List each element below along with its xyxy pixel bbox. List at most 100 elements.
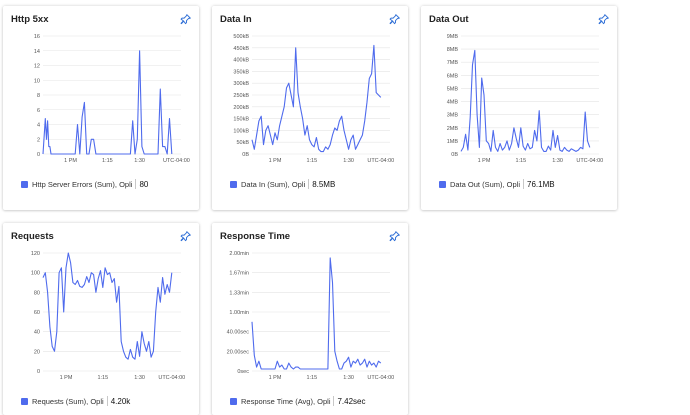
y-tick-label: 1.67min bbox=[229, 271, 249, 277]
tile-title: Response Time bbox=[220, 231, 291, 242]
x-tick-label: UTC-04:00 bbox=[163, 158, 190, 164]
legend-value: 8.5MB bbox=[312, 179, 336, 189]
y-tick-label: 450kB bbox=[233, 46, 249, 52]
y-tick-label: 4 bbox=[37, 123, 40, 129]
pin-icon[interactable] bbox=[180, 14, 191, 25]
y-tick-label: 1.00min bbox=[229, 310, 249, 316]
legend-label: Data Out (Sum), Opli bbox=[450, 179, 521, 189]
tile-title: Data Out bbox=[429, 14, 469, 25]
y-tick-label: 6 bbox=[37, 108, 40, 114]
legend[interactable]: Requests (Sum), Opli 4.20k bbox=[21, 395, 130, 407]
pin-icon[interactable] bbox=[598, 14, 609, 25]
y-tick-label: 100kB bbox=[233, 128, 249, 134]
series-line bbox=[251, 44, 382, 153]
series-swatch bbox=[439, 180, 446, 188]
x-tick-label: 1 PM bbox=[269, 158, 282, 164]
pin-icon[interactable] bbox=[389, 231, 400, 242]
tile-data-out[interactable]: Data Out 9MB 8MB 7MB 6MB 5MB 4MB 3MB 2MB 1MB 0B 1 … bbox=[421, 6, 617, 210]
x-tick-label: 1:30 bbox=[343, 375, 354, 381]
x-tick-label: 1 PM bbox=[64, 158, 77, 164]
legend-divider bbox=[106, 396, 108, 406]
x-tick-label: 1:30 bbox=[134, 158, 145, 164]
y-tick-label: 200kB bbox=[233, 105, 249, 111]
y-tick-label: 14 bbox=[34, 49, 40, 55]
x-tick-label: 1:30 bbox=[552, 158, 563, 164]
tile-data-in[interactable]: Data In 500kB 450kB 400kB 350kB 300kB 250kB 20… bbox=[212, 6, 408, 210]
x-tick-label: UTC-04:00 bbox=[576, 158, 603, 164]
x-tick-label: UTC-04:00 bbox=[158, 375, 185, 381]
legend[interactable]: Data Out (Sum), Opli 76.1MB bbox=[439, 178, 555, 190]
line-chart-response-time[interactable]: 2.00min 1.67min 1.33min 1.00min 40.00sec 20.0… bbox=[212, 243, 408, 383]
x-tick-label: 1 PM bbox=[60, 375, 73, 381]
x-tick-label: 1:30 bbox=[343, 158, 354, 164]
chart-svg: 2.00min 1.67min 1.33min 1.00min 40.00sec 20.0… bbox=[227, 251, 395, 381]
y-tick-label: 8MB bbox=[447, 47, 459, 53]
tile-requests[interactable]: Requests 120 100 80 60 40 20 0 1 PM 1:15 1:30 UTC-… bbox=[3, 223, 199, 415]
legend-value: 7.42sec bbox=[337, 396, 366, 406]
chart-svg: 500kB 450kB 400kB 350kB 300kB 250kB 200kB 150kB… bbox=[233, 34, 394, 164]
x-tick-label: 1:15 bbox=[97, 375, 108, 381]
series-line bbox=[42, 50, 173, 155]
y-tick-label: 20 bbox=[34, 349, 40, 355]
series-swatch bbox=[230, 180, 237, 188]
y-tick-label: 250kB bbox=[233, 93, 249, 99]
y-tick-label: 1MB bbox=[447, 139, 459, 145]
legend-label: Requests (Sum), Opli bbox=[32, 396, 104, 406]
y-tick-label: 8 bbox=[37, 93, 40, 99]
y-tick-label: 40 bbox=[34, 330, 40, 336]
y-tick-label: 0sec bbox=[237, 369, 249, 375]
line-chart-http-5xx[interactable]: 16 14 12 10 8 6 4 2 0 1 PM 1:15 1:30 UTC-04:00 bbox=[3, 26, 199, 166]
legend[interactable]: Data In (Sum), Opli 8.5MB bbox=[230, 178, 335, 190]
legend-value: 4.20k bbox=[110, 396, 131, 406]
legend[interactable]: Http Server Errors (Sum), Opli 80 bbox=[21, 178, 148, 190]
y-tick-label: 400kB bbox=[233, 58, 249, 64]
y-tick-label: 500kB bbox=[233, 34, 249, 40]
chart-svg: 120 100 80 60 40 20 0 1 PM 1:15 1:30 UTC-04:00 bbox=[31, 251, 185, 381]
x-tick-label: UTC-04:00 bbox=[367, 158, 394, 164]
legend-value: 76.1MB bbox=[527, 179, 555, 189]
series-line bbox=[42, 252, 173, 360]
legend-divider bbox=[523, 179, 525, 189]
y-tick-label: 60 bbox=[34, 310, 40, 316]
x-tick-label: 1:30 bbox=[134, 375, 145, 381]
x-tick-label: UTC-04:00 bbox=[367, 375, 394, 381]
legend-label: Response Time (Avg), Opli bbox=[241, 396, 331, 406]
y-tick-label: 120 bbox=[31, 251, 40, 257]
y-tick-label: 5MB bbox=[447, 86, 459, 92]
legend[interactable]: Response Time (Avg), Opli 7.42sec bbox=[230, 395, 366, 407]
y-tick-label: 3MB bbox=[447, 113, 459, 119]
y-tick-label: 4MB bbox=[447, 100, 459, 106]
legend-divider bbox=[135, 179, 137, 189]
tile-http-5xx[interactable]: Http 5xx 16 14 12 10 8 6 4 2 0 1 PM 1:15 1:30 UTC-04… bbox=[3, 6, 199, 210]
tile-title: Http 5xx bbox=[11, 14, 49, 25]
y-tick-label: 150kB bbox=[233, 117, 249, 123]
pin-icon[interactable] bbox=[389, 14, 400, 25]
y-tick-label: 7MB bbox=[447, 60, 459, 66]
y-tick-label: 2 bbox=[37, 137, 40, 143]
series-swatch bbox=[21, 180, 28, 188]
y-tick-label: 50kB bbox=[236, 140, 249, 146]
line-chart-data-in[interactable]: 500kB 450kB 400kB 350kB 300kB 250kB 200kB 150kB… bbox=[212, 26, 408, 166]
x-tick-label: 1:15 bbox=[515, 158, 526, 164]
series-swatch bbox=[230, 397, 237, 405]
y-tick-label: 0 bbox=[37, 152, 40, 158]
y-tick-label: 20.00sec bbox=[227, 349, 250, 355]
tile-title: Data In bbox=[220, 14, 252, 25]
y-tick-label: 6MB bbox=[447, 73, 459, 79]
y-tick-label: 300kB bbox=[233, 81, 249, 87]
y-tick-label: 0 bbox=[37, 369, 40, 375]
y-tick-label: 10 bbox=[34, 78, 40, 84]
legend-label: Http Server Errors (Sum), Opli bbox=[32, 179, 133, 189]
y-tick-label: 2.00min bbox=[229, 251, 249, 257]
y-tick-label: 350kB bbox=[233, 69, 249, 75]
legend-label: Data In (Sum), Opli bbox=[241, 179, 306, 189]
line-chart-data-out[interactable]: 9MB 8MB 7MB 6MB 5MB 4MB 3MB 2MB 1MB 0B 1 PM 1:15 1:3… bbox=[421, 26, 617, 166]
tile-response-time[interactable]: Response Time 2.00min 1.67min 1.33min 1.00m… bbox=[212, 223, 408, 415]
x-tick-label: 1:15 bbox=[102, 158, 113, 164]
line-chart-requests[interactable]: 120 100 80 60 40 20 0 1 PM 1:15 1:30 UTC-04:00 bbox=[3, 243, 199, 383]
legend-value: 80 bbox=[139, 179, 149, 189]
pin-icon[interactable] bbox=[180, 231, 191, 242]
y-tick-label: 0B bbox=[451, 152, 458, 158]
y-tick-label: 0B bbox=[242, 152, 249, 158]
y-tick-label: 80 bbox=[34, 290, 40, 296]
